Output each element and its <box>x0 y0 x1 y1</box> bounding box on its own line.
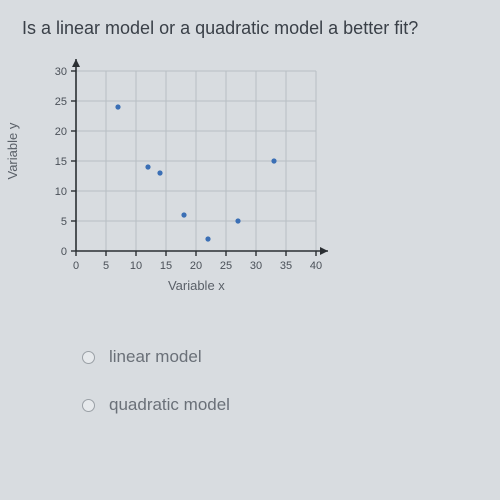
svg-text:10: 10 <box>55 186 67 198</box>
svg-text:30: 30 <box>55 66 67 78</box>
svg-text:15: 15 <box>160 260 172 272</box>
radio-icon <box>82 399 95 412</box>
svg-text:5: 5 <box>103 260 109 272</box>
option-label: quadratic model <box>109 395 230 415</box>
svg-text:0: 0 <box>61 246 67 258</box>
scatter-chart: Variable y 0510152025303540051015202530 … <box>30 57 340 287</box>
answer-options: linear model quadratic model <box>82 347 478 415</box>
svg-text:25: 25 <box>55 96 67 108</box>
svg-text:5: 5 <box>61 216 67 228</box>
question-text: Is a linear model or a quadratic model a… <box>22 18 478 39</box>
y-axis-label: Variable y <box>5 123 20 180</box>
option-quadratic[interactable]: quadratic model <box>82 395 478 415</box>
svg-text:25: 25 <box>220 260 232 272</box>
svg-text:0: 0 <box>73 260 79 272</box>
svg-text:20: 20 <box>190 260 202 272</box>
x-axis-label: Variable x <box>168 278 225 293</box>
option-linear[interactable]: linear model <box>82 347 478 367</box>
svg-text:20: 20 <box>55 126 67 138</box>
svg-text:15: 15 <box>55 156 67 168</box>
svg-text:30: 30 <box>250 260 262 272</box>
question-panel: Is a linear model or a quadratic model a… <box>0 0 500 461</box>
option-label: linear model <box>109 347 202 367</box>
svg-text:35: 35 <box>280 260 292 272</box>
chart-svg: 0 5 10 15 20 25 30 35 40 0 5 10 15 20 25 30 <box>30 57 340 287</box>
svg-text:10: 10 <box>130 260 142 272</box>
radio-icon <box>82 351 95 364</box>
svg-text:40: 40 <box>310 260 322 272</box>
